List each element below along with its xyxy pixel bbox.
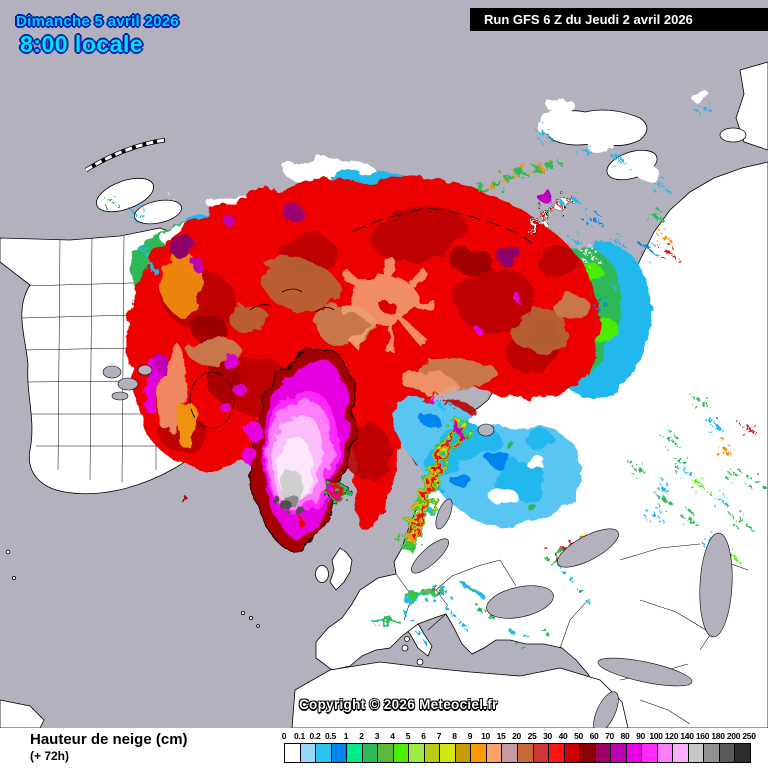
legend-swatch: [330, 744, 347, 762]
legend-tick-label: 120: [664, 731, 679, 741]
legend-tick-label: 70: [605, 731, 614, 741]
legend-swatch: [377, 744, 393, 762]
legend-tick-label: 2: [359, 731, 364, 741]
legend-swatch: [408, 744, 424, 762]
legend-tick-label: 90: [636, 731, 645, 741]
legend-tick-label: 60: [589, 731, 599, 741]
legend-swatch: [392, 744, 409, 762]
legend-swatch: [439, 744, 455, 762]
legend-tick-label: 7: [436, 731, 442, 741]
legend-swatch: [501, 744, 517, 762]
legend-tick-label: 180: [711, 731, 725, 741]
legend-tick-label: 6: [421, 731, 426, 741]
local-time-label: 8:00 locale: [20, 31, 144, 57]
legend-swatch: [687, 744, 704, 762]
legend-swatch: [734, 744, 750, 762]
legend-tick-label: 30: [543, 731, 552, 741]
weather-map-area: Dimanche 5 avril 2026 8:00 locale Run GF…: [0, 0, 768, 728]
legend-swatch: [625, 744, 642, 762]
legend-tick-label: 4: [390, 731, 395, 741]
legend-swatch: [548, 744, 564, 762]
legend-ticks: 0 0.1 0.2 0.5 1 2 3 4 5 6 7 8 9 10 15 20 25 30 40 50 60 70 80 9…: [281, 731, 756, 743]
copyright-label: Copyright © 2026 Meteociel.fr: [299, 697, 498, 712]
coastline-hints: [84, 137, 533, 429]
color-scale-legend: 0 0.1 0.2 0.5 1 2 3 4 5 6 7 8 9 10 15 20 25 30 40 50 60 70 80 9…: [281, 731, 756, 763]
legend-swatch: [423, 744, 440, 762]
date-label: Dimanche 5 avril 2026: [16, 13, 180, 30]
legend-tick-label: 8: [452, 731, 457, 741]
legend-tick-label: 1: [343, 731, 349, 741]
map-title: Hauteur de neige (cm): [30, 731, 188, 748]
legend-swatch: [579, 744, 595, 762]
legend-swatch: [594, 744, 611, 762]
legend-tick-label: 9: [467, 731, 473, 741]
legend-swatch: [346, 744, 362, 762]
snow-depth-map: [0, 61, 768, 728]
legend-swatch: [610, 744, 626, 762]
legend-swatch: [563, 744, 580, 762]
legend-swatch: [532, 744, 549, 762]
legend-swatch: [703, 744, 719, 762]
legend-tick-label: 25: [527, 731, 537, 741]
legend-tick-label: 0: [281, 731, 287, 741]
legend-swatch: [718, 744, 735, 762]
legend-tick-label: 140: [680, 731, 694, 741]
legend-tick-label: 5: [405, 731, 411, 741]
legend-tick-label: 100: [649, 731, 663, 741]
legend-tick-label: 20: [512, 731, 521, 741]
footer-bar: Hauteur de neige (cm) (+ 72h) 0 0.1 0.2 0.5…: [0, 728, 768, 768]
model-run-label: Run GFS 6 Z du Jeudi 2 avril 2026: [470, 8, 768, 31]
legend-swatch: [454, 744, 471, 762]
legend-tick-label: 0.2: [309, 731, 321, 741]
legend-tick-label: 80: [620, 731, 630, 741]
legend-tick-label: 250: [742, 731, 756, 741]
legend-tick-label: 10: [481, 731, 490, 741]
legend-tick-label: 3: [374, 731, 380, 741]
legend-swatch: [470, 744, 486, 762]
legend-tick-label: 40: [558, 731, 568, 741]
legend-swatch: [672, 744, 688, 762]
legend-swatch: [299, 744, 316, 762]
legend-tick-label: 0.1: [294, 731, 305, 741]
legend-swatch: [641, 744, 657, 762]
legend-tick-label: 0.5: [325, 731, 336, 741]
legend-swatches: [284, 743, 751, 763]
legend-tick-label: 50: [574, 731, 583, 741]
legend-swatch: [315, 744, 331, 762]
legend-swatch: [485, 744, 502, 762]
snow-field: [128, 90, 710, 551]
forecast-hour-label: (+ 72h): [30, 749, 70, 763]
legend-tick-label: 15: [496, 731, 506, 741]
legend-swatch: [285, 744, 300, 762]
inland-seas: [102, 364, 733, 728]
legend-swatch: [656, 744, 673, 762]
legend-tick-label: 160: [695, 731, 710, 741]
legend-tick-label: 200: [726, 731, 741, 741]
legend-swatch: [361, 744, 378, 762]
legend-swatch: [516, 744, 533, 762]
